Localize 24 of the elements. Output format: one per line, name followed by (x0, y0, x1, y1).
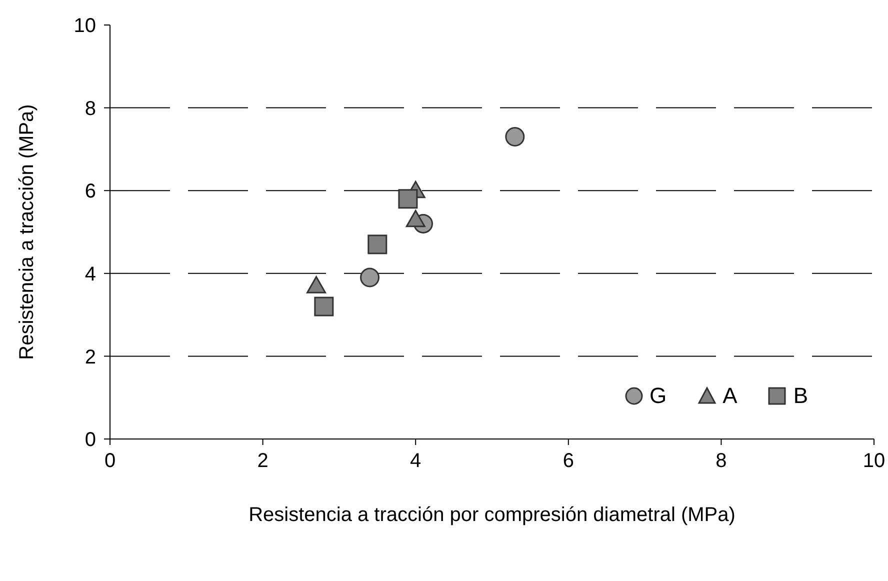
y-tick-label: 10 (74, 15, 96, 38)
x-tick-label: 4 (410, 450, 422, 472)
legend-label: A (722, 383, 738, 409)
legend-label: G (648, 383, 667, 409)
point (360, 268, 380, 288)
x-tick-label: 6 (562, 450, 574, 472)
point (314, 296, 334, 316)
point (368, 234, 388, 254)
x-tick-label: 8 (716, 450, 727, 472)
y-tick-label: 0 (84, 429, 96, 452)
y-tick-label: 4 (84, 264, 96, 286)
y-tick-label: 6 (84, 180, 96, 203)
y-axis-title: Resistencia a tracción (MPa) (16, 104, 38, 360)
x-axis-title: Resistencia a tracción por compresión diametral (MPa) (248, 504, 736, 526)
point (306, 276, 326, 294)
point (406, 210, 426, 228)
x-tick-label: 10 (862, 450, 886, 472)
y-tick-label: 2 (84, 346, 96, 368)
y-tick-label: 8 (84, 98, 96, 120)
legend-label: B (792, 383, 808, 409)
point (505, 127, 525, 147)
x-tick-label: 2 (257, 450, 268, 472)
x-tick-label: 0 (104, 450, 116, 472)
point (398, 189, 418, 209)
